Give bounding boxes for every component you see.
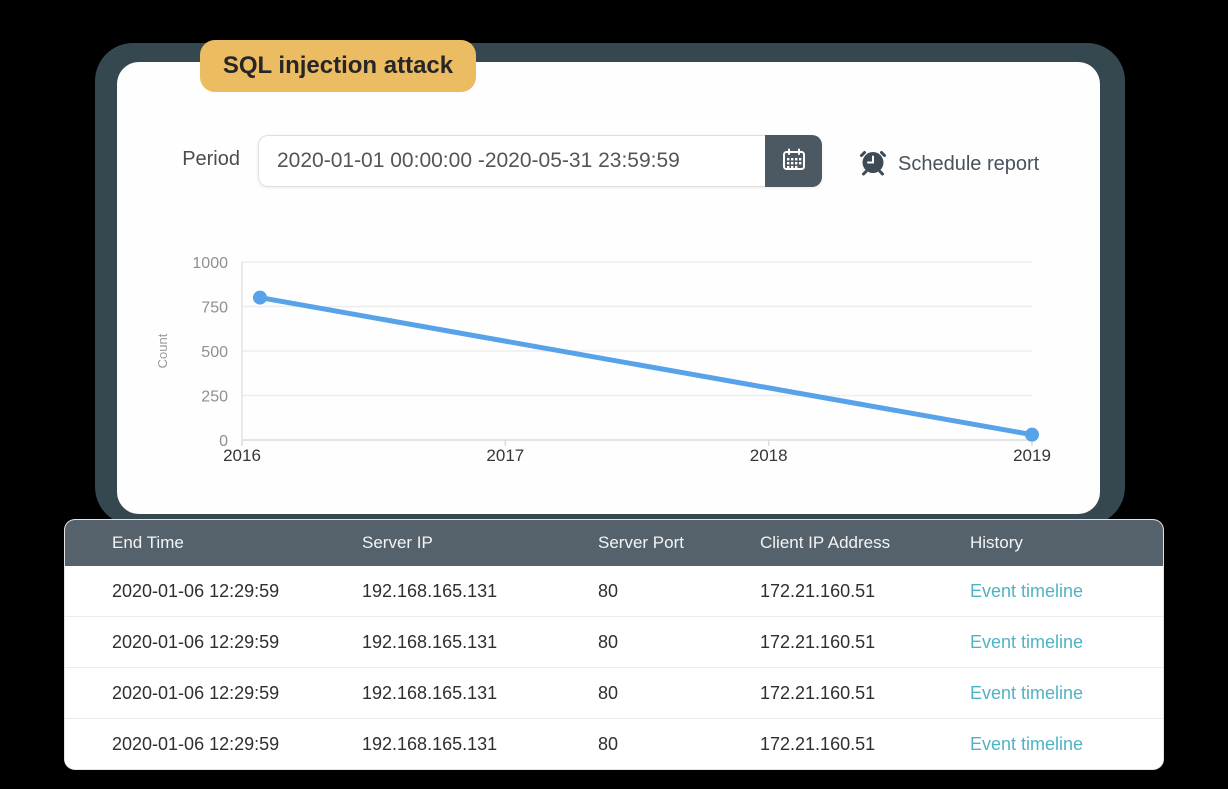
table-row: 2020-01-06 12:29:59 192.168.165.131 80 172.…: [65, 667, 1163, 718]
table-cell: 80: [598, 631, 619, 652]
table-cell: 2020-01-06 12:29:59: [112, 631, 280, 652]
report-title: SQL injection attack: [222, 52, 454, 79]
table-row: 2020-01-06 12:29:59 192.168.165.131 80 172.…: [65, 566, 1163, 616]
table-cell: 192.168.165.131: [362, 682, 498, 703]
event-timeline-link[interactable]: Event timeline: [970, 631, 1084, 652]
table-row: 2020-01-06 12:29:59 192.168.165.131 80 172.…: [65, 718, 1163, 769]
event-timeline-link[interactable]: Event timeline: [970, 580, 1084, 601]
table-cell: 192.168.165.131: [362, 631, 498, 652]
table-body: 2020-01-06 12:29:59 192.168.165.131 80 172.…: [65, 566, 1163, 769]
table-cell: 172.21.160.51: [760, 580, 876, 601]
table-cell: 2020-01-06 12:29:59: [112, 682, 280, 703]
calendar-button[interactable]: [765, 135, 822, 187]
table-cell: 80: [598, 580, 619, 601]
table-cell: 80: [598, 733, 619, 754]
schedule-report-label: Schedule report: [898, 153, 1040, 175]
event-timeline-link[interactable]: Event timeline: [970, 682, 1084, 703]
svg-text:2017: 2017: [486, 446, 524, 465]
table-cell: 172.21.160.51: [760, 733, 876, 754]
table-row: 2020-01-06 12:29:59 192.168.165.131 80 172.…: [65, 616, 1163, 667]
schedule-report-button[interactable]: Schedule report: [858, 147, 1039, 182]
table-header-row: End Time Server IP Server Port Client IP Ad…: [65, 520, 1163, 566]
table-cell: 192.168.165.131: [362, 580, 498, 601]
column-header: Server Port: [598, 533, 684, 552]
column-header: History: [970, 533, 1023, 552]
svg-text:1000: 1000: [192, 255, 228, 272]
events-table: End Time Server IP Server Port Client IP Ad…: [65, 520, 1163, 769]
period-field-group: [258, 135, 822, 187]
period-label: Period: [182, 148, 240, 170]
svg-text:500: 500: [201, 344, 228, 361]
alarm-clock-icon: [858, 147, 888, 182]
period-input[interactable]: [258, 135, 765, 187]
svg-text:2019: 2019: [1013, 446, 1051, 465]
svg-text:2018: 2018: [750, 446, 788, 465]
column-header: Server IP: [362, 533, 433, 552]
column-header: End Time: [112, 533, 184, 552]
table-cell: 172.21.160.51: [760, 682, 876, 703]
svg-text:750: 750: [201, 300, 228, 317]
svg-text:Count: Count: [155, 333, 170, 368]
line-chart: 0 250 500 750 1000 2016 2017 2018 2019 Count: [155, 255, 1051, 465]
event-timeline-link[interactable]: Event timeline: [970, 733, 1084, 754]
table-cell: 80: [598, 682, 619, 703]
table-cell: 172.21.160.51: [760, 631, 876, 652]
table-cell: 2020-01-06 12:29:59: [112, 733, 280, 754]
svg-text:0: 0: [219, 433, 228, 450]
column-header: Client IP Address: [760, 533, 891, 552]
svg-text:2016: 2016: [223, 446, 261, 465]
report-title-badge: SQL injection attack: [200, 40, 476, 92]
svg-text:250: 250: [201, 389, 228, 406]
calendar-icon: [780, 146, 808, 177]
table-cell: 192.168.165.131: [362, 733, 498, 754]
table-cell: 2020-01-06 12:29:59: [112, 580, 280, 601]
